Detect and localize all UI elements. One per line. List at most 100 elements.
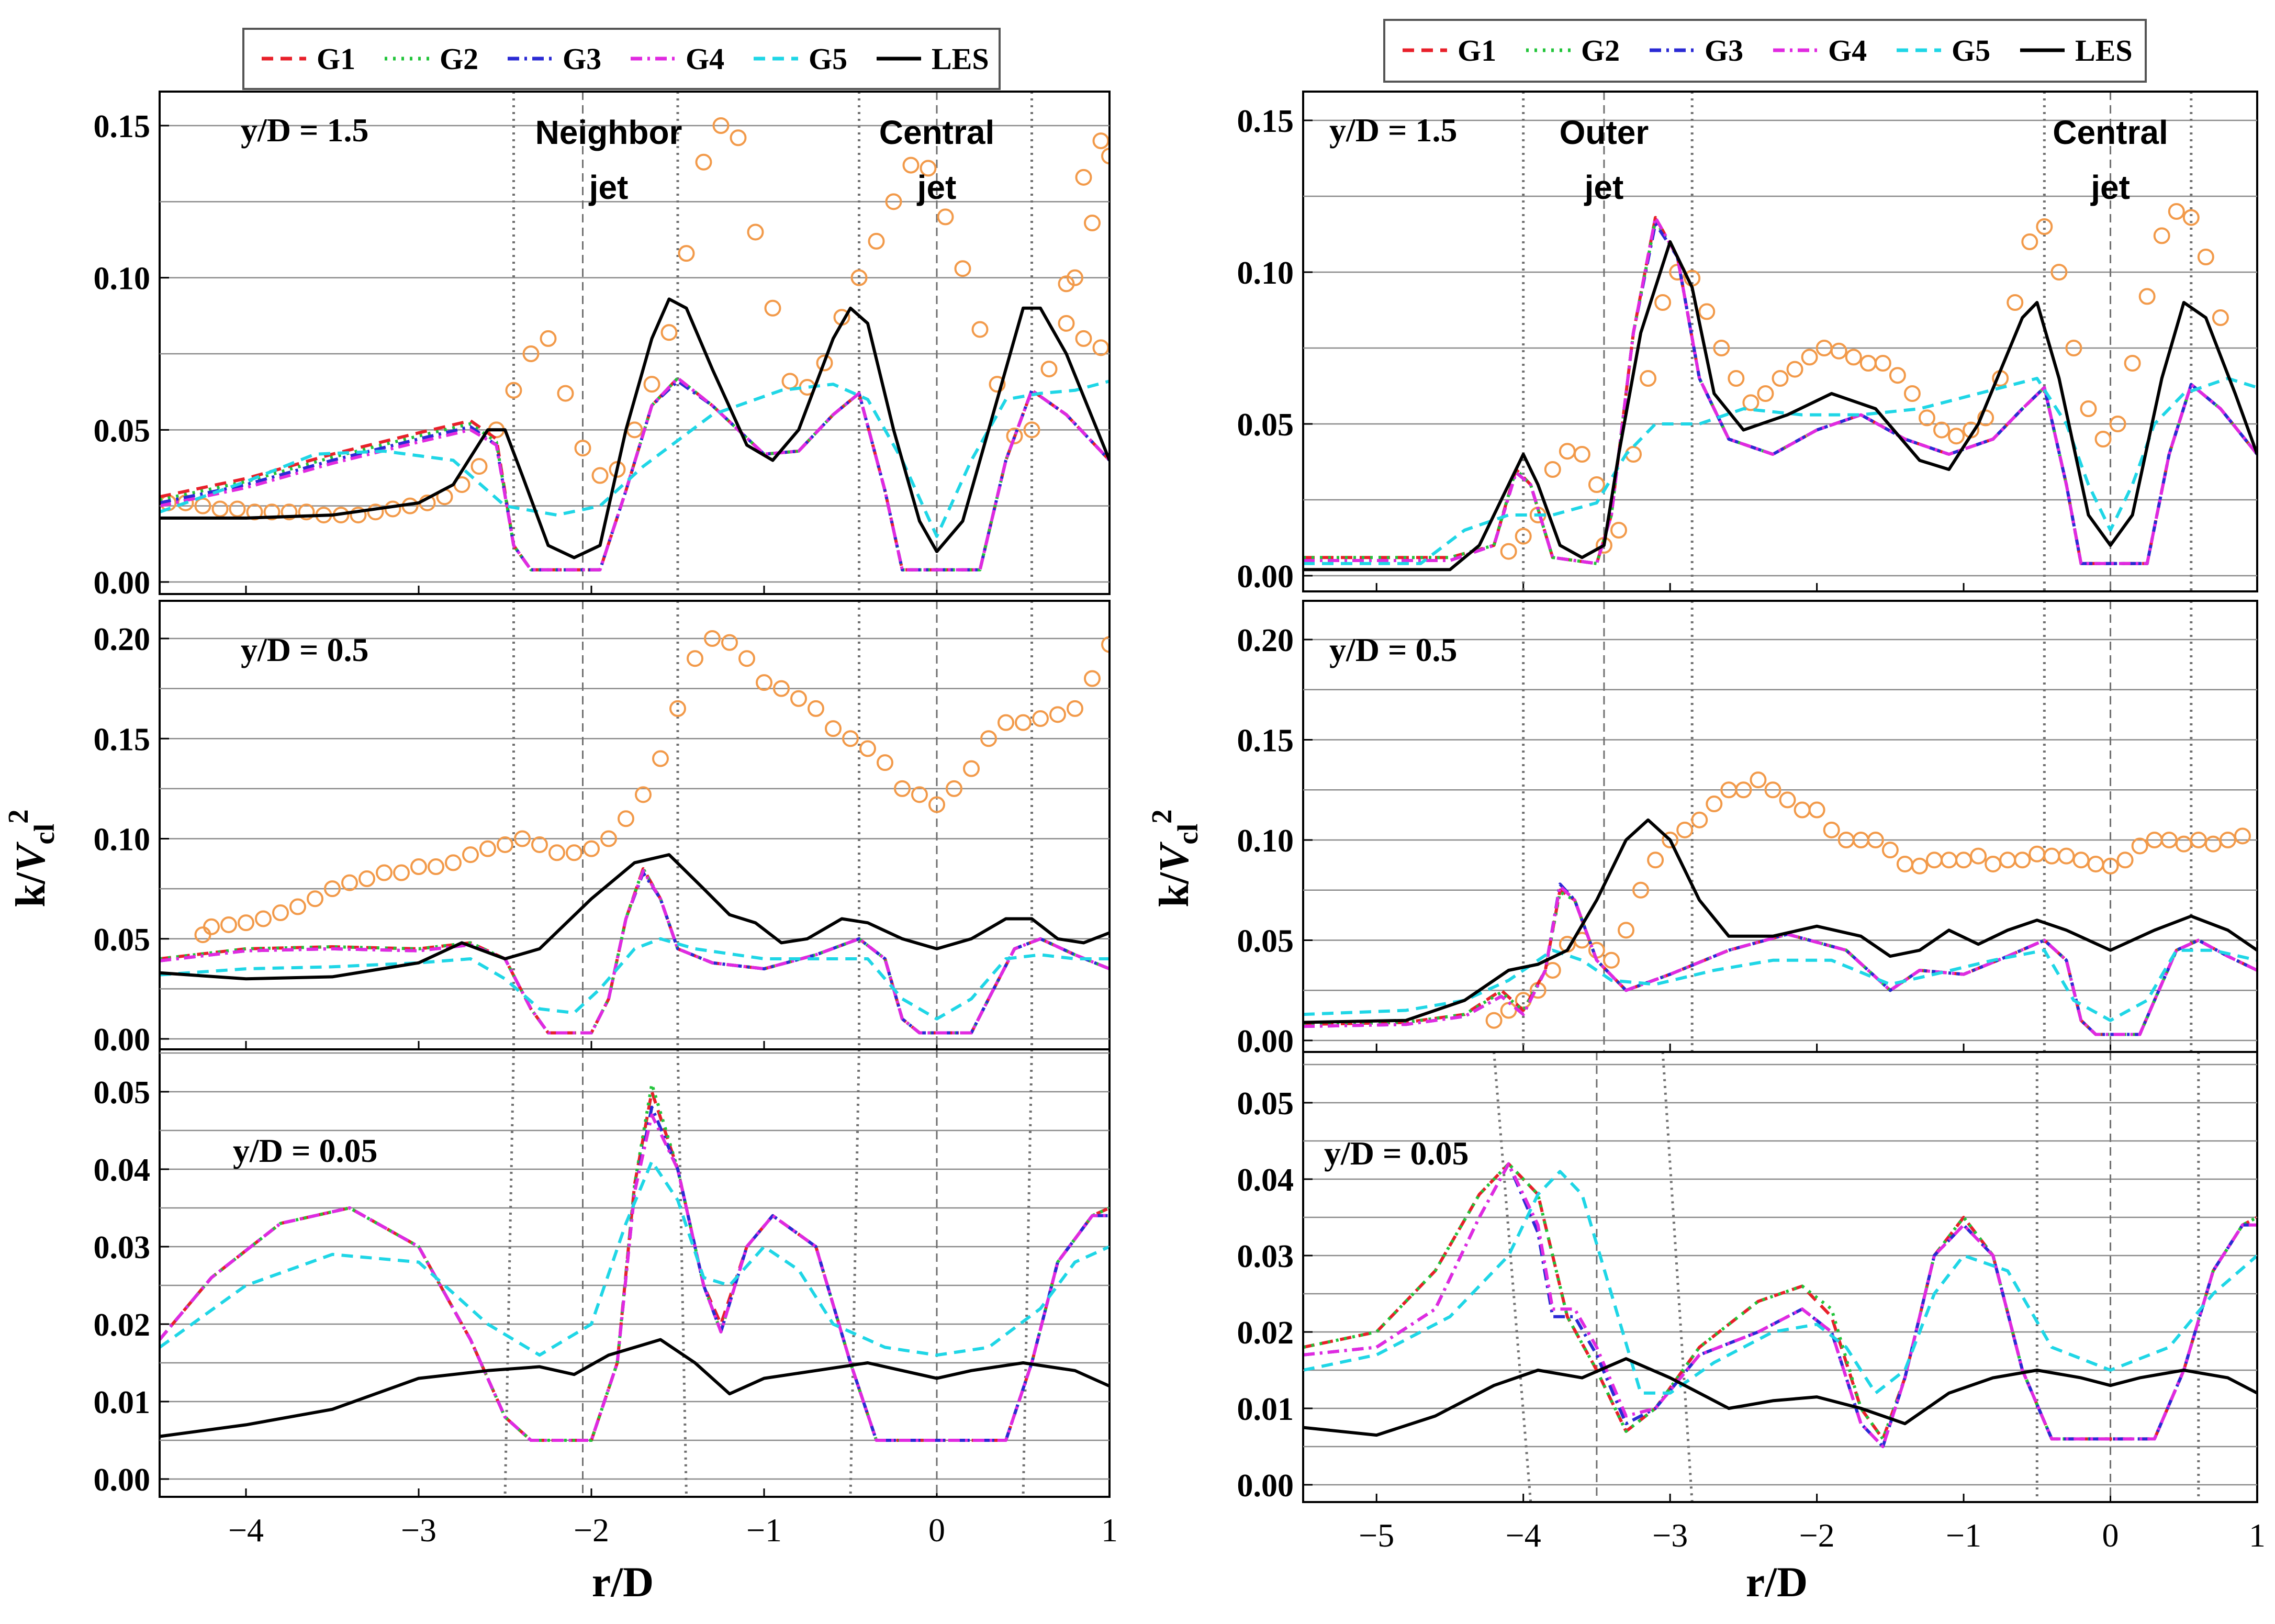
y-tick-label: 0.15 (1237, 723, 1294, 759)
legend-label-g3: G3 (1705, 33, 1743, 68)
series-line-les (161, 853, 1108, 981)
experiment-point (971, 321, 989, 338)
chart-right: 0.00 0.05 0.10 0.15 y/D = 1.5 Outer jet Central… (1237, 91, 2266, 1554)
experiment-point (1647, 852, 1664, 869)
experiment-point (1698, 303, 1716, 320)
series-line-g5 (1304, 948, 2256, 1022)
experiment-point (505, 382, 522, 399)
experiment-point (1023, 421, 1040, 439)
experiment-point (816, 354, 833, 372)
experiment-point (1067, 269, 1083, 286)
experiment-point (773, 680, 790, 697)
experiment-point (911, 786, 928, 803)
subplot-left-2: 0.00 0.01 0.02 0.03 0.04 0.05 −4 −3 −2 −1 0 1 y/D = … (94, 1048, 1118, 1549)
experiment-point (687, 650, 703, 667)
x-tick-label: 0 (928, 1511, 945, 1549)
series-line-les (1304, 818, 2256, 1024)
experiment-point (1911, 857, 1928, 875)
annotation-central: Central (879, 114, 995, 151)
experiment-point (2197, 249, 2214, 265)
series-line-g4 (161, 376, 1108, 572)
experiment-point (1084, 215, 1101, 232)
experiment-point (324, 880, 341, 898)
experiment-point (1640, 370, 1657, 387)
legend-label-g4: G4 (1828, 33, 1867, 68)
legend-box-left (242, 28, 1001, 90)
experiment-point (229, 500, 246, 518)
y-tick-label: 0.05 (94, 413, 151, 449)
y-tick-label: 0.05 (94, 922, 151, 958)
y-tick-label: 0.00 (94, 1022, 151, 1058)
experiment-point (859, 740, 876, 757)
experiment-point (1867, 832, 1884, 848)
x-axis-label-left: r/D (592, 1558, 654, 1606)
legend-left: G1 G2 G3 G4 G5 LES (242, 28, 1001, 90)
experiment-point (1544, 461, 1561, 478)
x-tick-label: 1 (1101, 1511, 1118, 1549)
subplot-label: y/D = 1.5 (241, 111, 368, 149)
experiment-point (1903, 385, 1921, 402)
chart-left: 0.00 0.05 0.10 0.15 y/D = 1.5 Neighbor jet Cent… (94, 91, 1118, 1549)
legend-label-g4: G4 (686, 42, 724, 76)
experiment-point (721, 634, 738, 651)
experiment-point (1075, 169, 1092, 186)
experiment-point (1058, 315, 1075, 332)
legend-label-g2: G2 (440, 42, 478, 76)
annotation-neighbor: Neighbor (535, 114, 682, 151)
experiment-point (764, 299, 781, 317)
series-line-les (161, 1338, 1108, 1438)
experiment-point (220, 916, 237, 933)
experiment-point (1075, 330, 1092, 347)
experiment-point (1500, 543, 1517, 560)
experiment-point (540, 330, 557, 347)
experiment-point (1067, 700, 1083, 717)
experiment-point (954, 260, 971, 277)
legend-box-right (1383, 19, 2147, 83)
series-line-g3 (1304, 1162, 2256, 1448)
legend-label-les: LES (932, 42, 989, 76)
y-tick-label: 0.02 (1237, 1315, 1294, 1351)
annotation-jet: jet (2090, 169, 2130, 206)
experiment-point (989, 376, 1006, 393)
experiment-point (410, 858, 427, 876)
experiment-point (1084, 670, 1101, 687)
y-tick-label: 0.05 (1237, 1086, 1294, 1122)
series-line-g5 (161, 1160, 1108, 1357)
experiment-point (376, 864, 393, 881)
experiment-point (808, 700, 824, 717)
experiment-point (920, 160, 937, 177)
experiment-point (2080, 400, 2097, 417)
y-tick-label: 0.00 (1237, 1468, 1294, 1504)
series-line-g3 (161, 379, 1108, 572)
experiment-point (1654, 294, 1672, 311)
experiment-point (1742, 394, 1760, 411)
y-tick-label: 0.01 (94, 1385, 151, 1420)
experiment-point (514, 830, 531, 847)
experiment-point (669, 700, 686, 717)
experiment-point (445, 854, 462, 871)
subplot-label: y/D = 0.5 (1329, 631, 1457, 668)
series-line-g3 (161, 1105, 1108, 1442)
experiment-point (868, 232, 885, 250)
x-axis-label-right: r/D (1746, 1558, 1808, 1606)
experiment-point (522, 345, 540, 362)
experiment-point (367, 503, 384, 521)
y-tick-label: 0.20 (1237, 623, 1294, 658)
x-tick-label: −3 (401, 1511, 436, 1549)
y-axis-label-right: k/Vcl2 (1146, 809, 1204, 907)
annotation-outer: Outer (1560, 114, 1649, 151)
y-tick-label: 0.05 (1237, 924, 1294, 959)
experiment-point (1706, 796, 1723, 813)
experiment-point (695, 153, 712, 171)
experiment-point (1830, 342, 1847, 360)
experiment-point (263, 503, 281, 521)
experiment-point (497, 836, 513, 853)
plot-area (1304, 1053, 2256, 1501)
experiment-point (2131, 837, 2148, 855)
experiment-point (2014, 852, 2031, 869)
annotation-jet: jet (1584, 169, 1624, 206)
experiment-point (635, 786, 652, 803)
experiment-point (358, 870, 375, 887)
experiment-point (1040, 361, 1058, 378)
legend-right: G1 G2 G3 G4 G5 LES (1383, 19, 2147, 83)
